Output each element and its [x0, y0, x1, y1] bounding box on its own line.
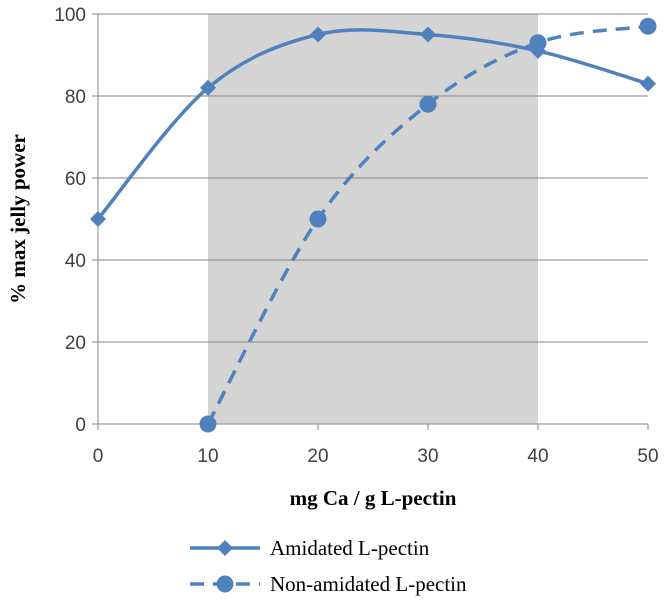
- legend: Amidated L-pectin Non-amidated L-pectin: [190, 536, 467, 596]
- series-layer: [90, 17, 657, 433]
- legend-label-1: Non-amidated L-pectin: [270, 572, 467, 596]
- data-point-0-1: [200, 79, 216, 96]
- y-tick-label: 60: [65, 169, 86, 190]
- data-point-0-0: [90, 211, 106, 227]
- data-point-0-3: [420, 26, 436, 43]
- legend-marker-0: [217, 540, 233, 556]
- x-tick-label: 10: [197, 446, 218, 467]
- x-tick-label: 40: [527, 446, 548, 467]
- tick-labels-layer: 0 20 40 60 80 100 0 10 20 30 40 50: [54, 5, 658, 467]
- series-line-1: [206, 24, 649, 425]
- y-axis-title: % max jelly power: [6, 134, 30, 304]
- gridlines-layer: [98, 13, 648, 343]
- legend-label-0: Amidated L-pectin: [270, 536, 430, 560]
- y-tick-label: 80: [65, 87, 86, 108]
- shaded-region-layer: [208, 14, 538, 424]
- y-tick-label: 20: [65, 333, 86, 354]
- x-tick-label: 50: [637, 446, 658, 467]
- y-tick-label: 40: [65, 251, 86, 272]
- x-tick-label: 30: [417, 446, 438, 467]
- data-point-0-2: [310, 26, 326, 43]
- y-tick-label: 100: [54, 5, 86, 26]
- data-point-1-4: [639, 17, 657, 35]
- data-point-1-2: [419, 95, 437, 113]
- data-point-1-3: [529, 34, 547, 52]
- y-tick-label: 0: [75, 415, 86, 436]
- legend-marker-1: [216, 575, 234, 593]
- x-tick-label: 20: [307, 446, 328, 467]
- data-point-1-0: [199, 415, 217, 433]
- shaded-region: [208, 14, 538, 424]
- data-point-1-1: [309, 210, 327, 228]
- x-axis-title: mg Ca / g L-pectin: [290, 486, 457, 510]
- data-point-0-5: [640, 75, 656, 92]
- x-tick-label: 0: [93, 446, 104, 467]
